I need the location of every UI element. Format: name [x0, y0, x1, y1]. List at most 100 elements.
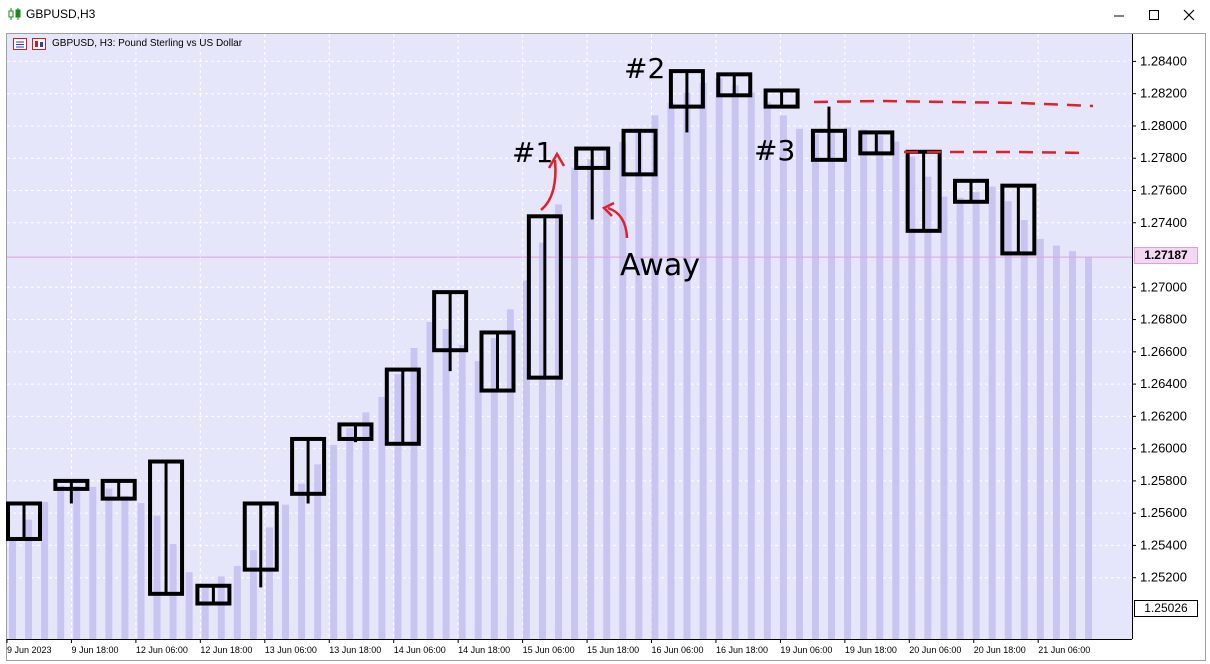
y-tick-label: 1.26400 — [1140, 376, 1187, 391]
histogram-bar — [41, 501, 49, 639]
histogram-bar — [506, 309, 514, 639]
histogram-bar — [1085, 256, 1093, 639]
histogram-bar — [282, 504, 290, 639]
histogram-bar — [619, 141, 627, 639]
histogram-bar — [603, 150, 611, 639]
candle-body — [148, 459, 185, 596]
histogram-bar — [410, 348, 418, 639]
x-tick-label: 13 Jun 18:00 — [329, 645, 381, 655]
y-tick-label: 1.28400 — [1140, 53, 1187, 68]
histogram-bar — [828, 130, 836, 639]
candle-body — [290, 436, 327, 496]
histogram-bar — [9, 537, 16, 639]
x-tick-label: 15 Jun 06:00 — [523, 645, 575, 655]
candle-body — [384, 367, 421, 446]
histogram-bar — [490, 338, 498, 639]
y-tick-label: 1.27800 — [1140, 150, 1187, 165]
chart-header-icons — [13, 38, 46, 50]
histogram-bar — [587, 159, 595, 639]
chart-window-icon — [32, 38, 46, 50]
time-axis: 9 Jun 2023 9 Jun 18:00 12 Jun 06:00 12 Jun … — [6, 639, 1090, 655]
histogram-bar — [169, 543, 177, 639]
histogram-bar — [1004, 201, 1012, 640]
histogram-bar — [137, 502, 145, 639]
histogram-bar — [972, 192, 980, 639]
histogram-bar — [940, 196, 948, 639]
histogram-bar — [683, 92, 691, 640]
candle-body — [479, 330, 516, 393]
histogram-bar — [812, 134, 819, 639]
histogram-bar — [249, 550, 257, 639]
x-tick-label: 19 Jun 18:00 — [845, 645, 897, 655]
x-tick-label: 16 Jun 18:00 — [716, 645, 768, 655]
x-tick-label: 9 Jun 2023 — [7, 645, 52, 655]
histogram-bar — [876, 135, 884, 639]
x-tick-label: 16 Jun 06:00 — [652, 645, 704, 655]
histogram-bar — [185, 572, 193, 639]
histogram-bar — [747, 92, 755, 639]
histogram-bar — [298, 483, 306, 639]
candle-body — [6, 501, 42, 541]
y-tick-label: 1.25600 — [1140, 505, 1187, 520]
histogram-bar — [233, 565, 241, 639]
y-tick-label: 1.27000 — [1140, 279, 1187, 294]
candle-body — [242, 501, 279, 572]
histogram-bar — [25, 519, 33, 639]
red-arrow-away — [607, 206, 629, 239]
maximize-button[interactable] — [1136, 0, 1172, 30]
histogram-bar — [555, 204, 563, 639]
histogram-bar — [217, 576, 225, 639]
y-tick-label: 1.28000 — [1140, 118, 1187, 133]
candle-body — [195, 583, 232, 606]
x-tick-label: 20 Jun 06:00 — [909, 645, 961, 655]
maximize-icon — [1149, 10, 1159, 20]
hand-drawn-annotations: #1 #2 #3 Away — [512, 52, 1094, 283]
x-tick-label: 19 Jun 06:00 — [780, 645, 832, 655]
histogram-bar — [699, 82, 707, 639]
candle-body — [53, 478, 90, 491]
candle-body — [574, 146, 611, 170]
candle-body — [100, 478, 137, 501]
x-tick-label: 14 Jun 06:00 — [394, 645, 446, 655]
list-icon — [13, 38, 27, 50]
x-tick-label: 9 Jun 18:00 — [71, 645, 118, 655]
window-title: GBPUSD,H3 — [26, 7, 96, 21]
price-axis: 1.28400 1.28200 1.28000 1.27800 1.27600 1.274… — [1132, 53, 1187, 585]
histogram-bar — [153, 515, 161, 639]
candle-body — [953, 178, 989, 204]
x-tick-label: 20 Jun 18:00 — [974, 645, 1026, 655]
histogram-bar — [362, 412, 370, 639]
histogram-bar — [265, 527, 273, 639]
histogram-bar — [330, 444, 338, 639]
y-tick-label: 1.26200 — [1140, 408, 1187, 423]
histogram-bar — [57, 485, 65, 639]
minimize-button[interactable] — [1101, 0, 1137, 30]
histogram-bar — [844, 127, 852, 639]
annotation-3: #3 — [754, 134, 795, 167]
histogram-bar — [956, 197, 964, 640]
histogram-bar — [121, 495, 129, 639]
close-button[interactable] — [1171, 0, 1207, 30]
y-tick-label: 1.25800 — [1140, 473, 1187, 488]
histogram-bar — [571, 167, 579, 639]
annotation-1: #1 — [512, 136, 553, 169]
histogram-bar — [89, 486, 97, 639]
histogram-bar — [1052, 245, 1060, 639]
histogram-bar — [651, 115, 659, 640]
candle-body — [668, 69, 705, 109]
candle-body — [716, 72, 753, 98]
y-tick-label: 1.27400 — [1140, 215, 1187, 230]
x-tick-label: 12 Jun 06:00 — [136, 645, 188, 655]
red-dashed-line-lower — [904, 150, 1089, 155]
histogram-bar — [908, 156, 916, 639]
red-arrow-away-head — [601, 201, 615, 217]
histogram-bar — [1068, 251, 1076, 639]
red-arrow-1-head — [547, 151, 566, 169]
histogram-bar — [73, 486, 81, 639]
histogram-bar — [892, 141, 900, 640]
candle-body — [432, 290, 469, 353]
x-tick-label: 15 Jun 18:00 — [587, 645, 639, 655]
histogram-bar — [635, 128, 643, 639]
drawn-candles — [6, 69, 1037, 606]
